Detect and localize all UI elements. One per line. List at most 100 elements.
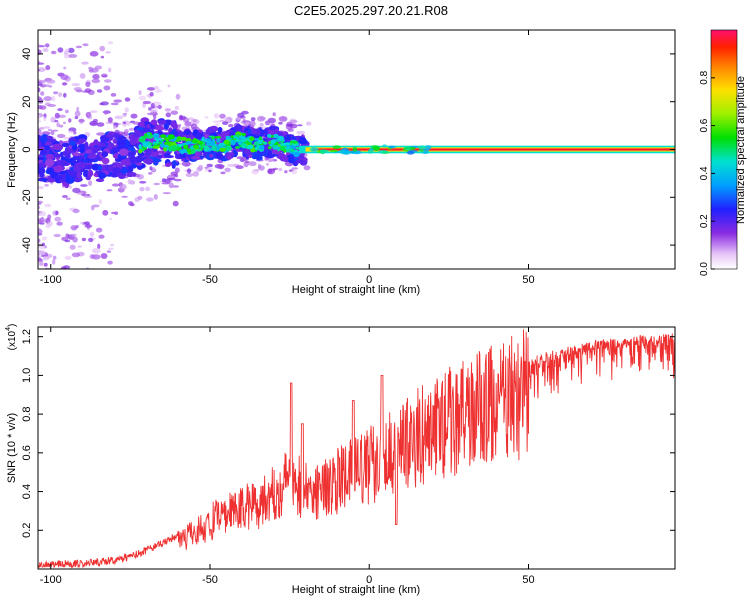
spectrogram-noise-blob	[142, 100, 152, 105]
spectrogram-band-blob	[176, 131, 184, 138]
spectrogram-band-blob	[179, 152, 187, 159]
spectrogram-noise-blob	[38, 201, 42, 206]
spectrogram-noise-blob	[84, 88, 92, 93]
spectrogram-noise-blob	[52, 129, 59, 132]
spectrogram-noise-blob	[99, 45, 105, 52]
spectrogram-noise-blob	[47, 104, 57, 107]
spectrogram-band-blob	[45, 153, 55, 160]
spectrogram-noise-blob	[166, 177, 176, 180]
spectrogram-band-blob	[284, 136, 292, 140]
spectrogram-noise-blob	[146, 197, 154, 202]
spectrogram-band-blob	[65, 175, 70, 183]
spectrogram-core-blob	[185, 141, 193, 145]
spectrogram-core-blob	[267, 134, 272, 138]
snr-axes: -100 -50 0 50 0.2 0.4 0.6 0.8 1.0 1.2	[21, 327, 675, 586]
spectrogram-noise-blob	[178, 124, 182, 127]
spectrogram-core-blob	[186, 148, 192, 153]
spectrogram-noise-blob	[73, 87, 82, 91]
spectrogram-noise-blob	[41, 242, 46, 247]
spectrogram-noise-blob	[175, 93, 181, 100]
spectrogram-noise-blob	[60, 74, 69, 81]
chart-title: C2E5.2025.297.20.21.R08	[294, 3, 448, 18]
spectrogram-noise-blob	[121, 195, 128, 198]
spectrogram-core-blob	[152, 146, 160, 149]
spectrogram-noise-blob	[43, 262, 48, 267]
spectrogram-noise-blob	[110, 243, 115, 247]
spectrogram-noise-blob	[50, 130, 55, 136]
spectrogram-noise-blob	[39, 101, 43, 104]
spectrogram-band-blob	[287, 156, 295, 164]
spectrogram-noise-blob	[38, 67, 46, 72]
spectrogram-noise-blob	[250, 121, 256, 127]
spectrogram-noise-blob	[236, 156, 244, 160]
spectrogram-core-blob	[247, 144, 254, 150]
spectrogram-band-blob	[129, 137, 137, 146]
spectrogram-band-blob	[131, 163, 138, 168]
spectrogram-noise-blob	[110, 102, 119, 106]
spectrogram-noise-blob	[278, 116, 288, 122]
spectrogram-noise-blob	[54, 120, 59, 123]
snr-series-line	[38, 329, 675, 569]
spectrogram-band-blob	[173, 131, 179, 136]
spectrogram-noise-blob	[69, 244, 76, 250]
colorbar-axis: 0.0 0.2 0.4 0.6 0.8	[699, 70, 715, 276]
spectrogram-noise-blob	[114, 115, 124, 120]
spectrogram-band-blob	[190, 156, 201, 160]
spectrogram-noise-blob	[41, 249, 46, 256]
spectrogram-noise-blob	[151, 112, 158, 116]
spectrogram-noise-blob	[272, 112, 276, 117]
spectrogram-xtick-label: 50	[522, 274, 534, 286]
spectrogram-band-blob	[105, 133, 111, 138]
spectrogram-band-blob	[38, 140, 42, 148]
spectrogram-noise-blob	[68, 53, 78, 58]
spectrogram-core-blob	[158, 141, 163, 145]
colorbar-tick-label: 0.0	[699, 262, 710, 276]
spectrogram-noise-blob	[38, 227, 41, 232]
spectrogram-band-blob	[61, 142, 70, 148]
spectrogram-noise-blob	[122, 121, 127, 124]
spectrogram-xtick-label: -50	[202, 274, 218, 286]
spectrogram-noise-blob	[208, 169, 212, 173]
spectrogram-tone-blob	[352, 146, 358, 152]
spectrogram-noise-blob	[58, 114, 66, 119]
spectrogram-noise-blob	[57, 47, 64, 53]
spectrogram-band-blob	[107, 142, 112, 150]
spectrogram-core-blob	[146, 132, 150, 135]
spectrogram-noise-blob	[46, 79, 56, 84]
spectrogram-tone-blob	[309, 147, 319, 152]
spectrogram-core-blob	[160, 143, 165, 148]
spectrogram-noise-blob	[55, 210, 59, 216]
spectrogram-noise-blob	[74, 110, 81, 117]
spectrogram-band-blob	[84, 141, 89, 149]
spectrogram-core-blob	[247, 142, 252, 145]
spectrogram-noise-blob	[71, 252, 81, 258]
spectrogram-noise-blob	[43, 84, 52, 87]
spectrogram-panel: -100 -50 0 50 -40 -20 0 20 40 Height of straight…	[6, 29, 676, 296]
spectrogram-core-blob	[230, 135, 234, 139]
spectrogram-tone-blob	[409, 146, 416, 151]
spectrogram-noise-blob	[81, 237, 87, 242]
spectrogram-ytick-label: 20	[21, 96, 33, 108]
spectrogram-band-blob	[95, 178, 105, 183]
spectrogram-noise-blob	[81, 61, 89, 65]
spectrogram-noise-blob	[104, 111, 108, 115]
spectrogram-band-blob	[47, 138, 57, 143]
spectrogram-core-blob	[253, 138, 259, 141]
spectrogram-core-blob	[218, 143, 224, 146]
spectrogram-band-blob	[157, 119, 167, 125]
spectrogram-noise-blob	[101, 75, 108, 78]
spectrogram-noise-blob	[105, 121, 115, 125]
spectrogram-core-blob	[241, 132, 246, 137]
spectrogram-noise-blob	[170, 171, 178, 176]
spectrogram-noise-blob	[59, 124, 64, 128]
snr-frame	[37, 326, 676, 570]
spectrogram-noise-blob	[251, 169, 259, 175]
spectrogram-band-blob	[150, 119, 158, 126]
spectrogram-noise-blob	[289, 119, 298, 124]
spectrogram-core-blob	[270, 139, 277, 144]
spectrogram-core-blob	[234, 146, 240, 149]
spectrogram-noise-blob	[40, 91, 45, 96]
spectrogram-noise-blob	[89, 110, 98, 113]
spectrogram-noise-blob	[44, 43, 50, 48]
spectrogram-noise-blob	[42, 255, 50, 261]
